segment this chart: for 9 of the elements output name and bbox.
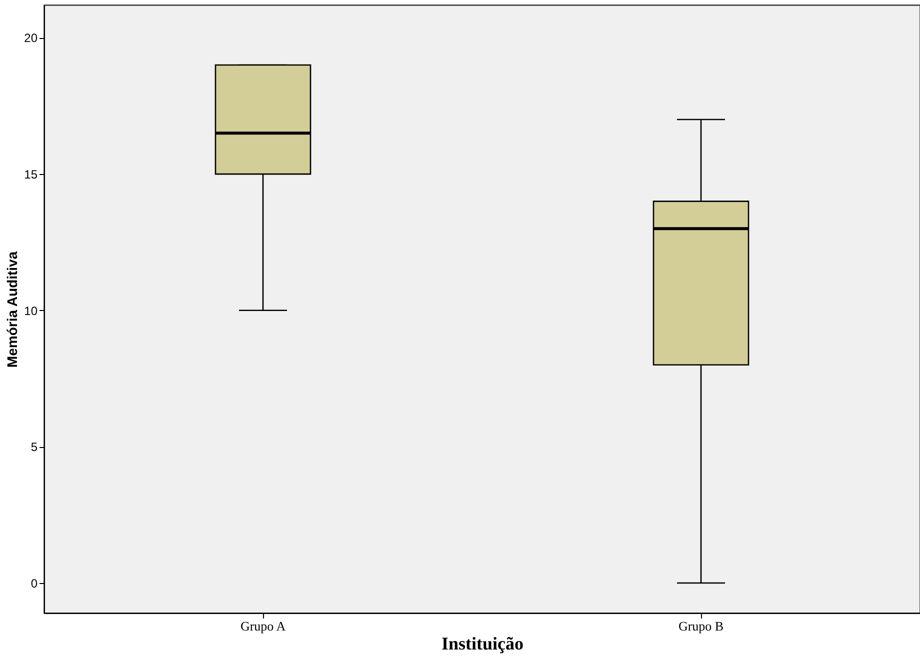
y-tick-label: 20 <box>24 31 38 46</box>
y-tick-label: 15 <box>24 168 38 182</box>
y-tick-label: 5 <box>30 440 38 454</box>
y-tick-label: 10 <box>24 304 38 318</box>
x-axis-title: Instituição <box>441 634 524 654</box>
y-tick-label: 0 <box>30 576 38 591</box>
x-tick-label: Grupo A <box>240 618 286 634</box>
y-axis-title: Memória Auditiva <box>4 251 20 368</box>
x-tick-label: Grupo B <box>678 618 724 634</box>
